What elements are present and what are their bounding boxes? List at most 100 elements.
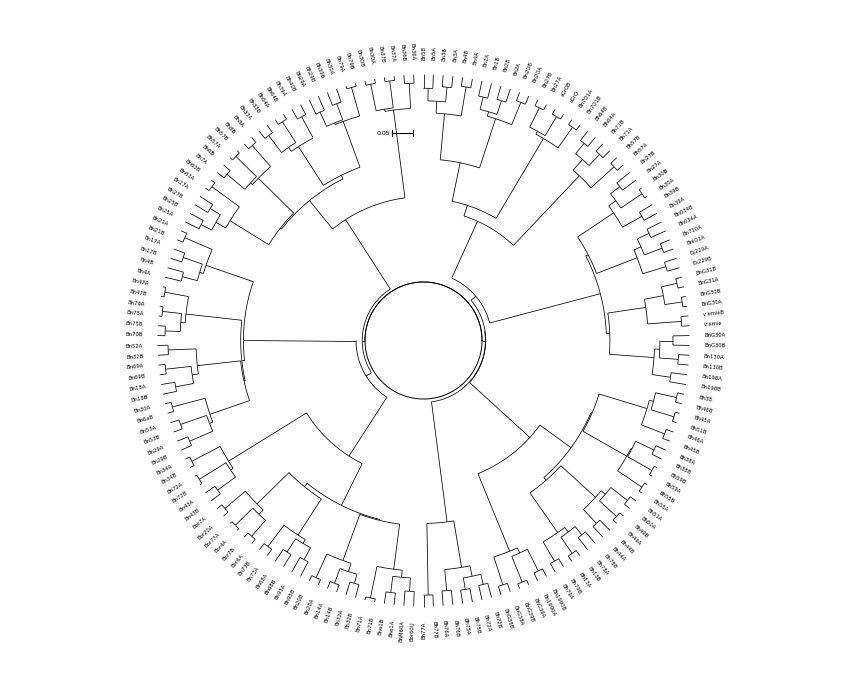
Text: Bh33A: Bh33A bbox=[238, 105, 252, 121]
Text: Bn76A: Bn76A bbox=[128, 300, 146, 306]
Text: Bn73B: Bn73B bbox=[238, 560, 252, 576]
Text: Bn75B: Bn75B bbox=[126, 321, 143, 328]
Text: Bh30A: Bh30A bbox=[324, 58, 335, 76]
Text: Bor4A: Bor4A bbox=[214, 539, 229, 554]
Text: Bh13A: Bh13A bbox=[578, 572, 592, 589]
Text: Bn198A: Bn198A bbox=[701, 375, 722, 382]
Text: Bh72B: Bh72B bbox=[493, 611, 502, 629]
Text: Bh40B: Bh40B bbox=[284, 75, 296, 93]
Text: Bh79B: Bh79B bbox=[569, 577, 583, 595]
Text: Bh76B: Bh76B bbox=[452, 619, 459, 637]
Text: Bn25B: Bn25B bbox=[161, 195, 178, 208]
Text: Bn1A: Bn1A bbox=[483, 52, 490, 67]
Text: Bn7O1A: Bn7O1A bbox=[578, 89, 594, 109]
Text: Bn34A: Bn34A bbox=[156, 463, 174, 475]
Text: BnG38B: BnG38B bbox=[503, 608, 514, 630]
Text: Bn130B: Bn130B bbox=[703, 364, 723, 370]
Text: Bh59B: Bh59B bbox=[669, 473, 686, 486]
Text: Bn6aB: Bn6aB bbox=[136, 415, 154, 424]
Text: Bne1A: Bne1A bbox=[388, 619, 395, 637]
Text: Bh77A: Bh77A bbox=[421, 621, 426, 639]
Text: Bn27A: Bn27A bbox=[172, 177, 189, 191]
Text: Bn3OB: Bn3OB bbox=[356, 49, 364, 67]
Text: BnG30A: BnG30A bbox=[701, 299, 723, 306]
Text: Bn4B: Bn4B bbox=[462, 49, 469, 63]
Text: Bn14A: Bn14A bbox=[313, 601, 324, 619]
Text: Bh78A: Bh78A bbox=[595, 560, 610, 577]
Text: Bn14B: Bn14B bbox=[324, 605, 335, 623]
Text: Bn39B: Bn39B bbox=[663, 186, 681, 200]
Text: Bn25A: Bn25A bbox=[156, 206, 174, 218]
Text: Bn7O1B: Bn7O1B bbox=[586, 95, 603, 115]
Text: Bn32B: Bn32B bbox=[126, 353, 143, 360]
Text: Bh55B: Bh55B bbox=[658, 490, 675, 504]
Text: Bn4A: Bn4A bbox=[136, 268, 152, 276]
Text: Bn53B: Bn53B bbox=[143, 434, 161, 445]
Text: Bn68B: Bn68B bbox=[264, 577, 278, 595]
Text: Bn43A: Bn43A bbox=[178, 499, 195, 513]
Text: Bn71B: Bn71B bbox=[366, 616, 374, 634]
Text: Bn5A: Bn5A bbox=[431, 46, 437, 60]
Text: Bn39A: Bn39A bbox=[669, 195, 686, 208]
Text: BnG39A: BnG39A bbox=[532, 597, 545, 619]
Text: Bor77A: Bor77A bbox=[204, 532, 221, 548]
Text: Bn29B: Bn29B bbox=[151, 454, 169, 466]
Text: Bh6B: Bh6B bbox=[201, 144, 214, 157]
Text: Bh72A: Bh72A bbox=[483, 614, 491, 632]
Text: Bn20A: Bn20A bbox=[303, 597, 315, 615]
Text: Bn69B: Bn69B bbox=[128, 375, 146, 381]
Text: Bh45A: Bh45A bbox=[693, 415, 711, 424]
Text: Bh44A: Bh44A bbox=[611, 546, 626, 563]
Text: Bn710A: Bn710A bbox=[683, 224, 703, 236]
Text: Bn52A: Bn52A bbox=[125, 343, 143, 349]
Text: Bn1990B: Bn1990B bbox=[551, 588, 567, 612]
Text: Bh71A: Bh71A bbox=[618, 126, 634, 142]
Text: Bh38B: Bh38B bbox=[673, 463, 691, 475]
Text: Bor60U: Bor60U bbox=[410, 621, 416, 641]
Text: Bn63B: Bn63B bbox=[185, 159, 201, 174]
Text: Bh51A: Bh51A bbox=[646, 507, 663, 522]
Text: Bn27B: Bn27B bbox=[166, 186, 184, 200]
Text: Bn79B: Bn79B bbox=[345, 52, 354, 70]
Text: Bh75A: Bh75A bbox=[462, 618, 470, 635]
Text: Bh46A: Bh46A bbox=[686, 434, 704, 445]
Text: Bn21B: Bn21B bbox=[147, 225, 164, 236]
Text: Bh39A: Bh39A bbox=[274, 80, 287, 98]
Text: Bn27A: Bn27A bbox=[551, 75, 563, 93]
Text: Bn95A: Bn95A bbox=[274, 583, 287, 601]
Text: Bh8A: Bh8A bbox=[231, 114, 244, 128]
Text: Es229B: Es229B bbox=[693, 256, 713, 266]
Text: Bh77B: Bh77B bbox=[431, 621, 437, 638]
Text: Bh38A: Bh38A bbox=[678, 454, 696, 466]
Text: Bn3OA: Bn3OA bbox=[366, 47, 374, 65]
Text: Bn4B: Bn4B bbox=[140, 257, 154, 266]
Text: Bh49B: Bh49B bbox=[633, 524, 649, 539]
Text: Bh64A: Bh64A bbox=[255, 92, 269, 109]
Text: Bn30A: Bn30A bbox=[134, 405, 152, 414]
Text: Bn79A: Bn79A bbox=[335, 54, 344, 73]
Text: sGrOB: sGrOB bbox=[560, 81, 573, 98]
Text: Bn034A: Bn034A bbox=[678, 214, 699, 227]
Text: Bn68A: Bn68A bbox=[255, 572, 269, 589]
Text: vramie: vramie bbox=[704, 321, 722, 328]
Text: Bh57B: Bh57B bbox=[626, 134, 642, 149]
Text: BnM60A: BnM60A bbox=[399, 620, 405, 642]
Text: Bh64B: Bh64B bbox=[595, 104, 610, 121]
Text: Bn1990A: Bn1990A bbox=[542, 593, 556, 617]
Text: Bn18A: Bn18A bbox=[130, 385, 147, 392]
Text: Bn72A: Bn72A bbox=[166, 481, 184, 495]
Text: sGrO: sGrO bbox=[569, 89, 580, 104]
Text: Bn18B: Bn18B bbox=[131, 395, 149, 403]
Text: Bh49A: Bh49A bbox=[626, 532, 642, 547]
Text: Bn27B: Bn27B bbox=[542, 70, 554, 88]
Text: Bh79A: Bh79A bbox=[560, 583, 573, 601]
Text: Bn37B: Bn37B bbox=[377, 46, 385, 63]
Text: Bn27B: Bn27B bbox=[639, 151, 656, 165]
Text: Bn75A: Bn75A bbox=[126, 311, 144, 317]
Text: Bn70B: Bn70B bbox=[125, 332, 143, 338]
Text: Bh55A: Bh55A bbox=[652, 499, 669, 513]
Text: Bn4A: Bn4A bbox=[473, 50, 480, 65]
Text: Bor7B: Bor7B bbox=[222, 546, 236, 561]
Text: Bn69A: Bn69A bbox=[126, 364, 144, 370]
Text: Bh59A: Bh59A bbox=[663, 481, 681, 495]
